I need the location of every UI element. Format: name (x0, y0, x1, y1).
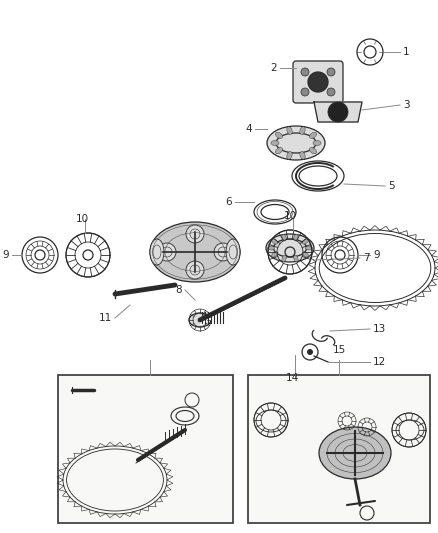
Text: 6: 6 (226, 197, 232, 207)
Polygon shape (314, 102, 362, 122)
Ellipse shape (272, 252, 278, 257)
Circle shape (158, 243, 176, 261)
Circle shape (214, 243, 232, 261)
Text: 1: 1 (403, 47, 410, 57)
Text: 8: 8 (175, 285, 182, 295)
Bar (248, 375, 430, 523)
Text: 3: 3 (403, 100, 410, 110)
Text: 2: 2 (270, 63, 277, 73)
Bar (58, 375, 233, 523)
Circle shape (301, 88, 309, 96)
Ellipse shape (305, 246, 312, 250)
Ellipse shape (272, 239, 278, 244)
Ellipse shape (226, 239, 240, 265)
Circle shape (307, 349, 313, 355)
Circle shape (327, 88, 335, 96)
Ellipse shape (268, 246, 275, 250)
Ellipse shape (300, 127, 305, 134)
Text: 5: 5 (388, 181, 395, 191)
Ellipse shape (294, 255, 298, 262)
Text: 4: 4 (245, 124, 252, 134)
Circle shape (186, 225, 204, 243)
Text: 9: 9 (2, 250, 9, 260)
Text: 14: 14 (286, 373, 299, 383)
Ellipse shape (309, 132, 317, 139)
Circle shape (308, 72, 328, 92)
Ellipse shape (271, 141, 279, 146)
Ellipse shape (189, 313, 211, 327)
Text: 10: 10 (283, 211, 297, 221)
Ellipse shape (267, 126, 325, 160)
FancyBboxPatch shape (293, 61, 343, 103)
Text: 7: 7 (363, 253, 370, 263)
Ellipse shape (282, 234, 286, 241)
Text: 12: 12 (373, 357, 386, 367)
Text: 11: 11 (99, 313, 112, 323)
Ellipse shape (302, 252, 308, 257)
Circle shape (328, 102, 348, 122)
Ellipse shape (300, 151, 305, 159)
Ellipse shape (287, 151, 292, 159)
Ellipse shape (276, 132, 283, 139)
Ellipse shape (309, 148, 317, 154)
Ellipse shape (282, 255, 286, 262)
Ellipse shape (276, 148, 283, 154)
Circle shape (186, 261, 204, 279)
Text: 13: 13 (373, 324, 386, 334)
Ellipse shape (302, 239, 308, 244)
Text: 15: 15 (332, 345, 346, 355)
Ellipse shape (313, 141, 321, 146)
Ellipse shape (294, 234, 298, 241)
Ellipse shape (150, 239, 164, 265)
Text: 10: 10 (75, 214, 88, 224)
Ellipse shape (266, 234, 314, 262)
Text: 9: 9 (373, 250, 380, 260)
Circle shape (327, 68, 335, 76)
Circle shape (301, 68, 309, 76)
Ellipse shape (287, 127, 292, 134)
Ellipse shape (319, 427, 391, 479)
Ellipse shape (150, 222, 240, 282)
